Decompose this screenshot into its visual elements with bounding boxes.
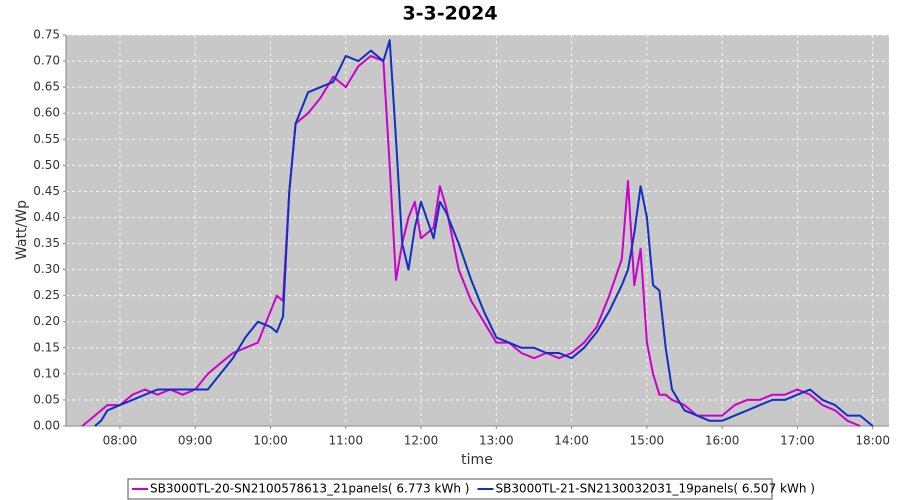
x-tick-label: 13:00 bbox=[479, 434, 514, 448]
y-tick-label: 0.30 bbox=[33, 262, 60, 276]
x-tick-label: 16:00 bbox=[705, 434, 740, 448]
y-tick-label: 0.50 bbox=[33, 158, 60, 172]
y-tick-label: 0.65 bbox=[33, 80, 60, 94]
y-tick-label: 0.75 bbox=[33, 28, 60, 42]
legend-label: SB3000TL-20-SN2100578613_21panels( 6.773… bbox=[150, 482, 469, 496]
y-axis-label: Watt/Wp bbox=[14, 200, 30, 260]
x-axis-label: time bbox=[461, 452, 493, 468]
y-tick-label: 0.25 bbox=[33, 288, 60, 302]
y-tick-label: 0.20 bbox=[33, 314, 60, 328]
series-line bbox=[94, 39, 874, 427]
y-tick-label: 0.00 bbox=[33, 419, 60, 433]
x-tick-label: 18:00 bbox=[855, 434, 890, 448]
plot-area bbox=[66, 35, 889, 426]
y-tick-label: 0.60 bbox=[33, 106, 60, 120]
x-tick-label: 10:00 bbox=[253, 434, 288, 448]
x-tick-label: 08:00 bbox=[103, 434, 138, 448]
chart-title: 3-3-2024 bbox=[402, 3, 497, 25]
x-tick-label: 11:00 bbox=[328, 434, 363, 448]
series-line bbox=[81, 54, 861, 427]
y-tick-label: 0.70 bbox=[33, 54, 60, 68]
x-tick-label: 12:00 bbox=[404, 434, 439, 448]
y-tick-label: 0.55 bbox=[33, 132, 60, 146]
x-tick-label: 15:00 bbox=[630, 434, 665, 448]
legend bbox=[127, 478, 773, 500]
x-tick-label: 14:00 bbox=[554, 434, 589, 448]
y-tick-label: 0.40 bbox=[33, 210, 60, 224]
y-tick-label: 0.15 bbox=[33, 340, 60, 354]
x-tick-label: 09:00 bbox=[178, 434, 213, 448]
y-tick-label: 0.10 bbox=[33, 366, 60, 380]
legend-label: SB3000TL-21-SN2130032031_19panels( 6.507… bbox=[495, 482, 814, 496]
y-tick-label: 0.35 bbox=[33, 236, 60, 250]
x-tick-label: 17:00 bbox=[780, 434, 815, 448]
y-tick-label: 0.45 bbox=[33, 184, 60, 198]
y-tick-label: 0.05 bbox=[33, 392, 60, 406]
